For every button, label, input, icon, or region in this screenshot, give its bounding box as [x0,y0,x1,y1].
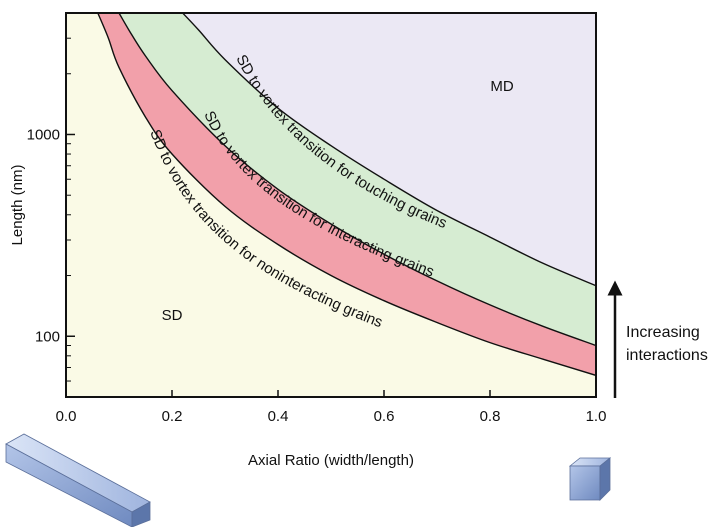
touching-curve-line [182,13,596,287]
x-tick-label: 0.0 [56,408,77,425]
region-label-md: MD [490,78,513,95]
x-tick-label: 1.0 [586,408,607,425]
interacting-curve-line [118,13,596,347]
region-md-fill [182,13,596,286]
x-tick-label: 0.4 [268,408,289,425]
y-axis: 100 1000 [27,12,75,398]
plot-area [66,13,596,397]
annotation-line-1: Increasing [626,324,700,341]
x-tick-label: 0.2 [162,408,183,425]
x-axis: 0.0 0.2 0.4 0.6 0.8 1.0 [56,390,607,425]
noninteracting-curve-line [97,13,596,377]
equant-cube-grain-icon [568,457,612,501]
annotation-line-2: interactions [626,347,708,364]
y-tick-label: 100 [35,328,60,345]
plot-frame [65,12,597,398]
y-axis-label: Length (nm) [9,165,26,246]
elongated-grain-icon [5,433,151,527]
x-axis-label: Axial Ratio (width/length) [248,452,414,469]
x-tick-label: 0.8 [480,408,501,425]
region-label-sd: SD [162,307,183,324]
x-tick-label: 0.6 [374,408,395,425]
y-tick-label: 1000 [27,126,60,143]
